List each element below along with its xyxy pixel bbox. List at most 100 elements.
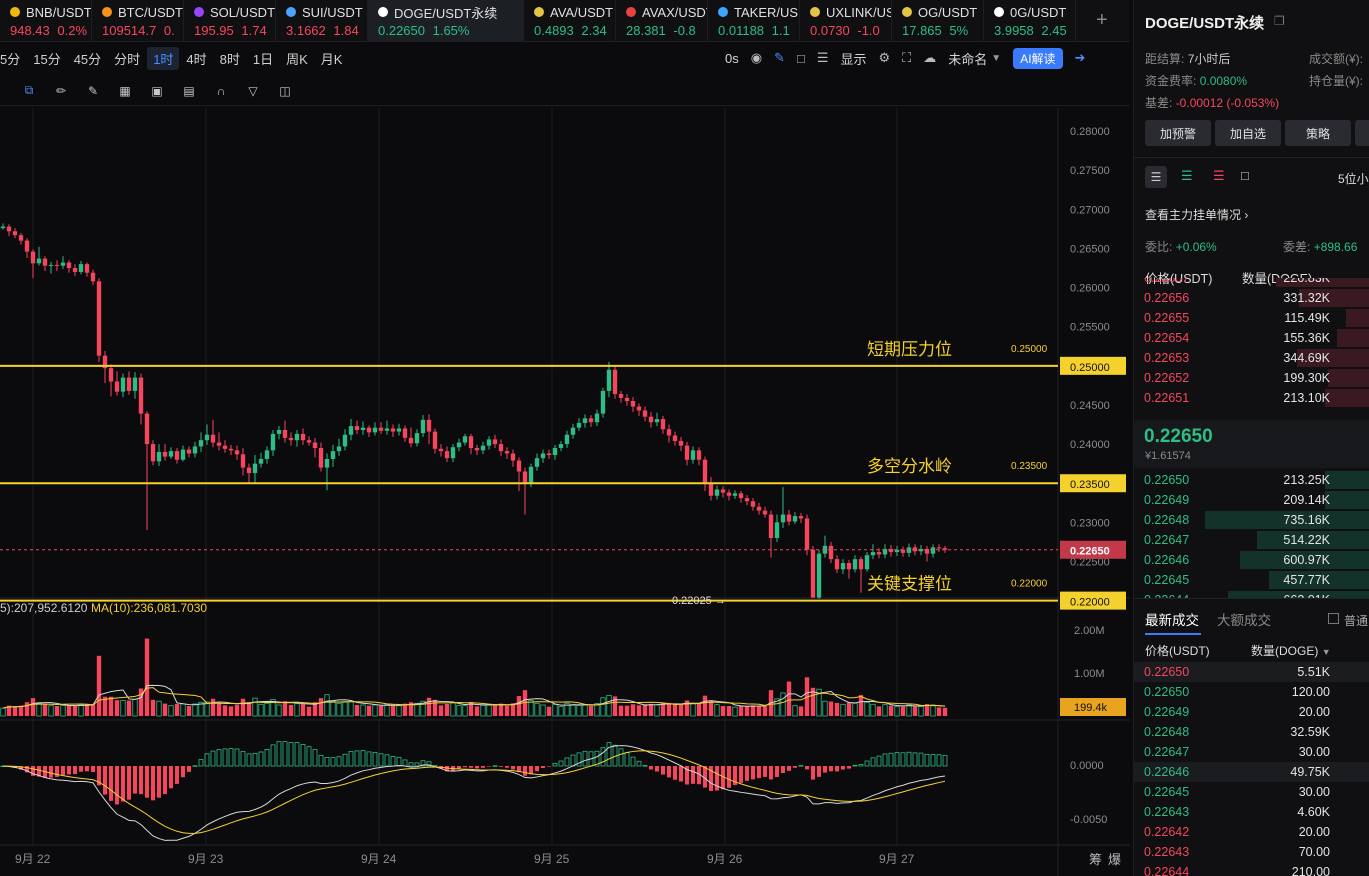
bid-row[interactable]: 0.22647 514.22K (1134, 530, 1369, 550)
ask-row[interactable]: 0.22653 344.69K (1134, 348, 1369, 368)
macd-histogram-bar (181, 766, 185, 778)
trades-qty-header[interactable]: 数量(DOGE) ▼ (1251, 644, 1331, 658)
common-checkbox[interactable] (1328, 613, 1339, 624)
macd-histogram-bar (552, 762, 558, 767)
volume-bar (654, 704, 660, 717)
orderbook-depth-icon[interactable]: □ (1241, 168, 1249, 183)
select-tool-icon[interactable]: ⧉ (24, 83, 34, 97)
bid-row[interactable]: 0.22650 213.25K (1134, 470, 1369, 490)
orderbook-asks-icon[interactable]: ☰ (1213, 168, 1225, 183)
ask-row[interactable]: 0.22655 115.49K (1134, 308, 1369, 328)
ticker-tab[interactable]: AVAX/USDT 28.381 -0.8 (616, 0, 708, 42)
volume-bar (540, 704, 546, 717)
ruler-icon[interactable]: ✏ (55, 83, 67, 98)
ask-row[interactable]: 0.22652 199.30K (1134, 368, 1369, 388)
candles-icon[interactable]: ▦ (119, 83, 131, 98)
burst-button[interactable]: 爆 (1108, 852, 1121, 867)
bid-row[interactable]: 0.22649 209.14K (1134, 490, 1369, 510)
fullscreen-icon[interactable]: ⛶ (902, 50, 912, 65)
interval-8[interactable]: 周K (286, 51, 308, 67)
candle-body (930, 547, 936, 554)
bid-row[interactable]: 0.22644 662.01K (1134, 590, 1369, 598)
copy-icon[interactable]: ❐ (1274, 14, 1285, 28)
volume-bar (750, 705, 756, 716)
strategy-button[interactable]: 策略 (1285, 120, 1351, 146)
ticker-tab[interactable]: DOGE/USDT永续 0.22650 1.65% (368, 0, 524, 42)
more-button[interactable] (1355, 120, 1369, 146)
gear-icon[interactable]: ⚙ (878, 50, 891, 65)
interval-3[interactable]: 分时 (114, 51, 141, 67)
brush-icon[interactable]: ✎ (87, 83, 99, 98)
interval-7[interactable]: 1日 (252, 51, 274, 67)
bid-row[interactable]: 0.22646 600.97K (1134, 550, 1369, 570)
ask-row[interactable]: 0.22651 213.10K (1134, 388, 1369, 408)
precision-select[interactable]: 5位小 (1338, 172, 1369, 186)
ticker-name: 0G/USDT (1010, 4, 1067, 20)
add-tab-icon[interactable]: + (1096, 9, 1108, 31)
filter-icon[interactable]: ▽ (248, 83, 258, 98)
x-tick-label: 9月 26 (707, 852, 743, 866)
ticker-tab[interactable]: BNB/USDT 948.43 0.2% (0, 0, 92, 42)
candlestick-chart[interactable]: 0.28000 0.27500 0.27000 0.26500 0.26000 0.255… (0, 107, 1130, 876)
y-tick-label: 0.26500 (1070, 243, 1110, 255)
bid-row[interactable]: 0.22648 735.16K (1134, 510, 1369, 530)
macd-histogram-bar (930, 753, 936, 767)
funding-value: 0.0080% (1199, 74, 1248, 88)
orderbook-bids-icon[interactable]: ☰ (1181, 168, 1193, 183)
ask-row[interactable]: 0.22654 155.36K (1134, 328, 1369, 348)
macd-histogram-bar (523, 766, 527, 776)
crop-icon[interactable]: □ (796, 50, 805, 66)
chip-button[interactable]: 筹 (1089, 852, 1102, 867)
magnet-icon[interactable]: ∩ (216, 83, 226, 98)
interval-2[interactable]: 45分 (73, 51, 102, 67)
zero-seconds-label[interactable]: 0s (725, 50, 739, 66)
add-watchlist-button[interactable]: 加自选 (1215, 120, 1281, 146)
add-alert-button[interactable]: 加预警 (1145, 120, 1211, 146)
ask-row[interactable]: 0.22657 220.83K (1134, 278, 1369, 288)
interval-9[interactable]: 月K (320, 51, 343, 67)
tab-large-trades[interactable]: 大额成交 (1217, 613, 1271, 628)
note-icon[interactable]: ▤ (183, 83, 195, 98)
bid-row[interactable]: 0.22645 457.77K (1134, 570, 1369, 590)
candle-body (504, 451, 510, 454)
camera-icon[interactable]: ◉ (750, 50, 763, 65)
ticker-tab[interactable]: AVA/USDT 0.4893 2.34 (524, 0, 616, 42)
interval-5[interactable]: 4时 (186, 51, 207, 67)
share-icon[interactable]: ➔ (1074, 50, 1086, 65)
interval-0[interactable]: 5分 (0, 51, 21, 67)
ticker-tab[interactable]: BTC/USDT 109514.7 0. (92, 0, 184, 42)
macd-histogram-bar (258, 751, 264, 767)
layout-name[interactable]: 未命名 (948, 51, 988, 67)
macd-histogram-bar (775, 766, 779, 777)
chevron-down-icon[interactable]: ▼ (991, 52, 1002, 64)
ai-analysis-button[interactable]: AI解读 (1013, 47, 1063, 69)
ticker-price: 109514.7 (102, 23, 157, 38)
interval-1[interactable]: 15分 (33, 51, 61, 67)
ticker-tab[interactable]: SUI/USDT 3.1662 1.84 (276, 0, 368, 42)
ticker-tab[interactable]: 0G/USDT 3.9958 2.45 (984, 0, 1076, 42)
ticker-name: SUI/USDT (302, 4, 363, 20)
display-button[interactable]: 显示 (840, 51, 867, 67)
ticker-tab[interactable]: SOL/USDT 195.95 1.74 (184, 0, 276, 42)
cloud-icon[interactable]: ☁ (923, 50, 937, 65)
volume-bar (96, 655, 102, 716)
ticker-tab[interactable]: UXLINK/USDT 0.0730 -1.0 (800, 0, 892, 42)
ticker-tab[interactable]: OG/USDT 17.865 5% (892, 0, 984, 42)
volume-bar (636, 705, 642, 716)
orderbook-both-icon[interactable]: ☰ (1145, 166, 1167, 188)
macd-histogram-bar (288, 742, 294, 767)
menu-icon[interactable]: ☰ (816, 50, 829, 65)
ask-row[interactable]: 0.22656 331.32K (1134, 288, 1369, 308)
ticker-tab[interactable]: TAKER/USDT 0.01188 1.1 (708, 0, 800, 42)
lock-icon[interactable]: ▣ (151, 83, 163, 98)
depth-bar (1256, 531, 1369, 549)
interval-6[interactable]: 8时 (219, 51, 240, 67)
trash-icon[interactable]: ◫ (279, 83, 291, 98)
depth-link[interactable]: 查看主力挂单情况 › (1145, 208, 1249, 222)
pen-icon[interactable]: ✎ (774, 50, 785, 65)
interval-4[interactable]: 1时 (147, 46, 180, 70)
trade-qty: 4.60K (1297, 805, 1330, 819)
tab-latest-trades[interactable]: 最新成交 (1145, 613, 1199, 628)
macd-histogram-bar (745, 766, 749, 781)
candle-body (816, 553, 822, 598)
